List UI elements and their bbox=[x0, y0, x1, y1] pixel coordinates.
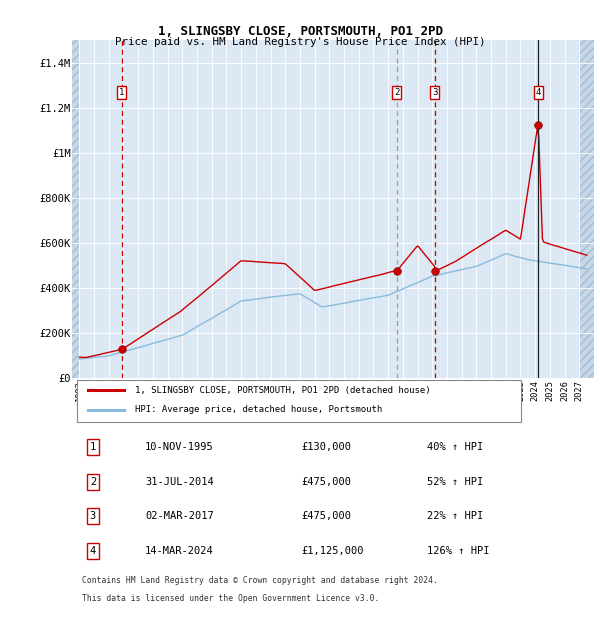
Text: 1, SLINGSBY CLOSE, PORTSMOUTH, PO1 2PD: 1, SLINGSBY CLOSE, PORTSMOUTH, PO1 2PD bbox=[157, 25, 443, 38]
Text: HPI: Average price, detached house, Portsmouth: HPI: Average price, detached house, Port… bbox=[134, 405, 382, 414]
Text: 52% ↑ HPI: 52% ↑ HPI bbox=[427, 477, 483, 487]
Bar bbox=[579, 40, 594, 378]
Text: Price paid vs. HM Land Registry's House Price Index (HPI): Price paid vs. HM Land Registry's House … bbox=[115, 37, 485, 47]
Text: 4: 4 bbox=[536, 88, 541, 97]
FancyBboxPatch shape bbox=[77, 380, 521, 422]
Text: £475,000: £475,000 bbox=[302, 477, 352, 487]
Text: 126% ↑ HPI: 126% ↑ HPI bbox=[427, 546, 490, 556]
Text: Contains HM Land Registry data © Crown copyright and database right 2024.: Contains HM Land Registry data © Crown c… bbox=[82, 576, 439, 585]
Text: 2: 2 bbox=[90, 477, 96, 487]
Text: 40% ↑ HPI: 40% ↑ HPI bbox=[427, 442, 483, 452]
Text: 14-MAR-2024: 14-MAR-2024 bbox=[145, 546, 214, 556]
Text: £1,125,000: £1,125,000 bbox=[302, 546, 364, 556]
Text: £130,000: £130,000 bbox=[302, 442, 352, 452]
Text: 02-MAR-2017: 02-MAR-2017 bbox=[145, 512, 214, 521]
Text: 4: 4 bbox=[90, 546, 96, 556]
Text: This data is licensed under the Open Government Licence v3.0.: This data is licensed under the Open Gov… bbox=[82, 595, 380, 603]
Text: £475,000: £475,000 bbox=[302, 512, 352, 521]
Text: 3: 3 bbox=[90, 512, 96, 521]
Text: 22% ↑ HPI: 22% ↑ HPI bbox=[427, 512, 483, 521]
Text: 10-NOV-1995: 10-NOV-1995 bbox=[145, 442, 214, 452]
Text: 31-JUL-2014: 31-JUL-2014 bbox=[145, 477, 214, 487]
Bar bbox=[72, 40, 79, 378]
Text: 2: 2 bbox=[394, 88, 400, 97]
Text: 1, SLINGSBY CLOSE, PORTSMOUTH, PO1 2PD (detached house): 1, SLINGSBY CLOSE, PORTSMOUTH, PO1 2PD (… bbox=[134, 386, 430, 394]
Text: 3: 3 bbox=[432, 88, 437, 97]
Text: 1: 1 bbox=[119, 88, 124, 97]
Text: 1: 1 bbox=[90, 442, 96, 452]
